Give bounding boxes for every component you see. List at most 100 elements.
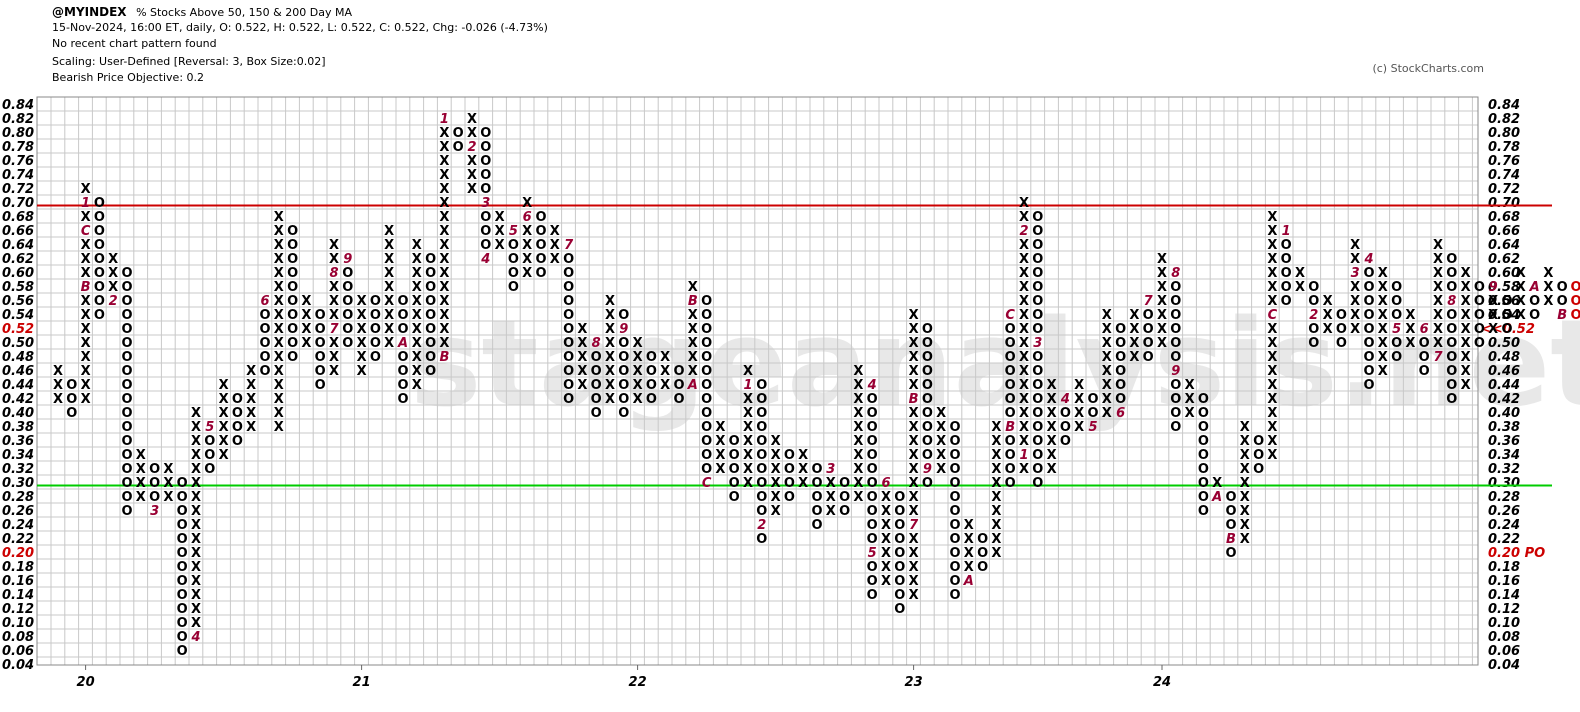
x-mark: X (246, 392, 256, 407)
x-mark: X (357, 364, 367, 379)
o-mark: O (1474, 322, 1485, 337)
o-mark: O (1170, 294, 1181, 309)
o-mark: O (756, 420, 767, 435)
o-mark: O (922, 350, 933, 365)
o-mark: O (370, 308, 381, 323)
o-mark: O (894, 518, 905, 533)
o-mark: O (480, 140, 491, 155)
x-mark: X (1047, 420, 1057, 435)
o-mark: O (894, 574, 905, 589)
x-mark: X (1212, 476, 1222, 491)
x-mark: X (412, 294, 422, 309)
o-mark: O (1005, 434, 1016, 449)
o-mark: O (480, 168, 491, 183)
x-mark: X (605, 336, 615, 351)
y-tick-right: 0.60 (1488, 266, 1520, 281)
o-mark: O (425, 294, 436, 309)
o-mark: O (701, 434, 712, 449)
x-mark: X (301, 322, 311, 337)
x-mark: X (246, 378, 256, 393)
o-mark: O (673, 364, 684, 379)
y-tick-left: 0.34 (2, 448, 34, 463)
o-mark: O (1115, 392, 1126, 407)
o-mark: O (949, 560, 960, 575)
x-mark: X (1461, 350, 1471, 365)
x-mark: X (329, 252, 339, 267)
month-marker: 6 (1116, 406, 1125, 421)
x-mark: X (1157, 336, 1167, 351)
x-mark: X (357, 294, 367, 309)
o-mark: O (922, 336, 933, 351)
y-tick-left: 0.68 (2, 210, 34, 225)
o-mark: O (701, 392, 712, 407)
o-mark: O (756, 434, 767, 449)
x-mark: X (81, 182, 91, 197)
x-mark: X (688, 280, 698, 295)
x-mark: X (1185, 406, 1195, 421)
o-mark: O (94, 308, 105, 323)
o-mark: O (591, 350, 602, 365)
x-mark: X (357, 336, 367, 351)
chart-header: @MYINDEX % Stocks Above 50, 150 & 200 Da… (52, 4, 548, 86)
o-mark: O (894, 490, 905, 505)
o-mark: O (342, 294, 353, 309)
x-mark: X (522, 252, 532, 267)
o-mark: O (1087, 406, 1098, 421)
x-mark: X (1378, 336, 1388, 351)
x-mark: X (136, 462, 146, 477)
x-mark: X (991, 462, 1001, 477)
x-mark: X (384, 238, 394, 253)
current-price-bg-right (1486, 321, 1546, 334)
o-mark: O (1446, 252, 1457, 267)
x-mark: X (136, 448, 146, 463)
o-mark: O (867, 518, 878, 533)
o-mark: O (1446, 322, 1457, 337)
o-mark: O (1032, 252, 1043, 267)
x-mark: X (550, 224, 560, 239)
o-mark: O (232, 392, 243, 407)
o-mark: O (1570, 308, 1580, 323)
x-mark: X (412, 322, 422, 337)
x-mark: X (1543, 280, 1553, 295)
x-mark: X (384, 224, 394, 239)
x-mark: X (853, 490, 863, 505)
x-mark: X (1433, 308, 1443, 323)
x-mark: X (1350, 280, 1360, 295)
x-mark: X (881, 560, 891, 575)
x-mark: X (81, 238, 91, 253)
x-mark: X (771, 434, 781, 449)
o-mark: O (729, 476, 740, 491)
o-mark: O (591, 364, 602, 379)
o-mark: O (1005, 378, 1016, 393)
x-mark: X (495, 238, 505, 253)
x-mark: X (743, 392, 753, 407)
o-mark: O (894, 560, 905, 575)
o-mark: O (867, 490, 878, 505)
x-mark: X (1185, 392, 1195, 407)
x-mark: X (467, 126, 477, 141)
x-mark: X (991, 546, 1001, 561)
x-mark: X (1378, 364, 1388, 379)
o-mark: O (370, 294, 381, 309)
o-mark: O (1363, 336, 1374, 351)
x-mark: X (191, 490, 201, 505)
x-mark: X (274, 364, 284, 379)
x-mark: X (853, 406, 863, 421)
x-mark: X (412, 364, 422, 379)
o-mark: O (1474, 280, 1485, 295)
o-mark: O (839, 476, 850, 491)
x-mark: X (577, 322, 587, 337)
x-mark: X (1267, 336, 1277, 351)
month-marker: 9 (619, 322, 628, 337)
x-mark: X (53, 378, 63, 393)
x-mark: X (826, 490, 836, 505)
o-mark: O (949, 532, 960, 547)
x-mark: X (108, 280, 118, 295)
o-mark: O (1281, 280, 1292, 295)
o-mark: O (94, 252, 105, 267)
x-mark: X (1488, 322, 1498, 337)
month-marker: 7 (909, 518, 919, 533)
y-tick-left: 0.26 (2, 504, 34, 519)
x-mark: X (1157, 294, 1167, 309)
x-mark: X (191, 546, 201, 561)
